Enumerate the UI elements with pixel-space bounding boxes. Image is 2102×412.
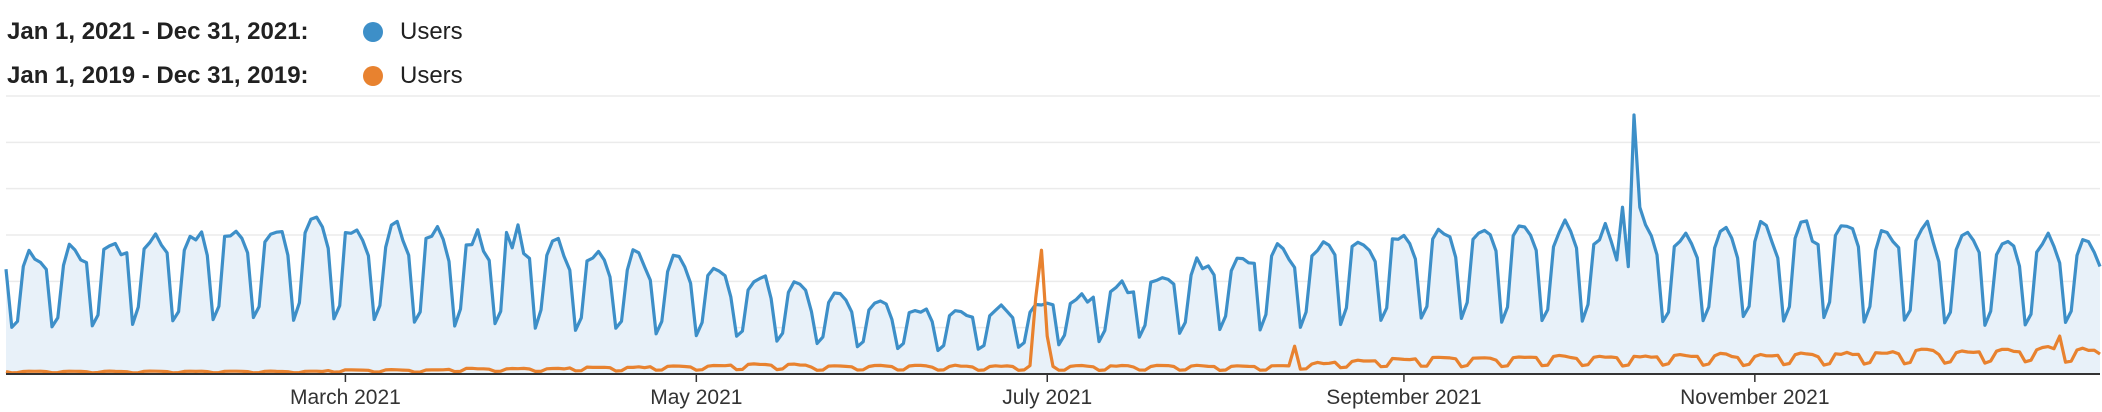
legend-range-2019: Jan 1, 2019 - Dec 31, 2019: [7, 62, 309, 89]
legend-dot-blue-icon [363, 22, 383, 42]
x-axis-tick-labels: March 2021 May 2021 July 2021 September 202… [290, 374, 1830, 409]
legend-label-2019: Users [400, 62, 463, 89]
area-fill-series-0 [6, 115, 2100, 374]
legend-range-2021: Jan 1, 2021 - Dec 31, 2021: [7, 18, 309, 45]
chart-legend: Jan 1, 2021 - Dec 31, 2021: Users Jan 1,… [7, 10, 463, 98]
legend-dot-orange-icon [363, 66, 383, 86]
x-tick-label: September 2021 [1326, 386, 1481, 409]
x-tick-label: May 2021 [650, 386, 742, 409]
legend-row-2019[interactable]: Jan 1, 2019 - Dec 31, 2019: Users [7, 54, 463, 98]
x-tick-label: March 2021 [290, 386, 401, 409]
chart-area-fills [6, 115, 2100, 374]
legend-row-2021[interactable]: Jan 1, 2021 - Dec 31, 2021: Users [7, 10, 463, 54]
series-line-0 [4, 113, 2102, 353]
legend-label-2021: Users [400, 18, 463, 45]
x-tick-label: July 2021 [1002, 386, 1092, 409]
chart-series-lines [4, 113, 2102, 375]
x-tick-label: November 2021 [1680, 386, 1829, 409]
series-line-1 [5, 248, 2101, 375]
